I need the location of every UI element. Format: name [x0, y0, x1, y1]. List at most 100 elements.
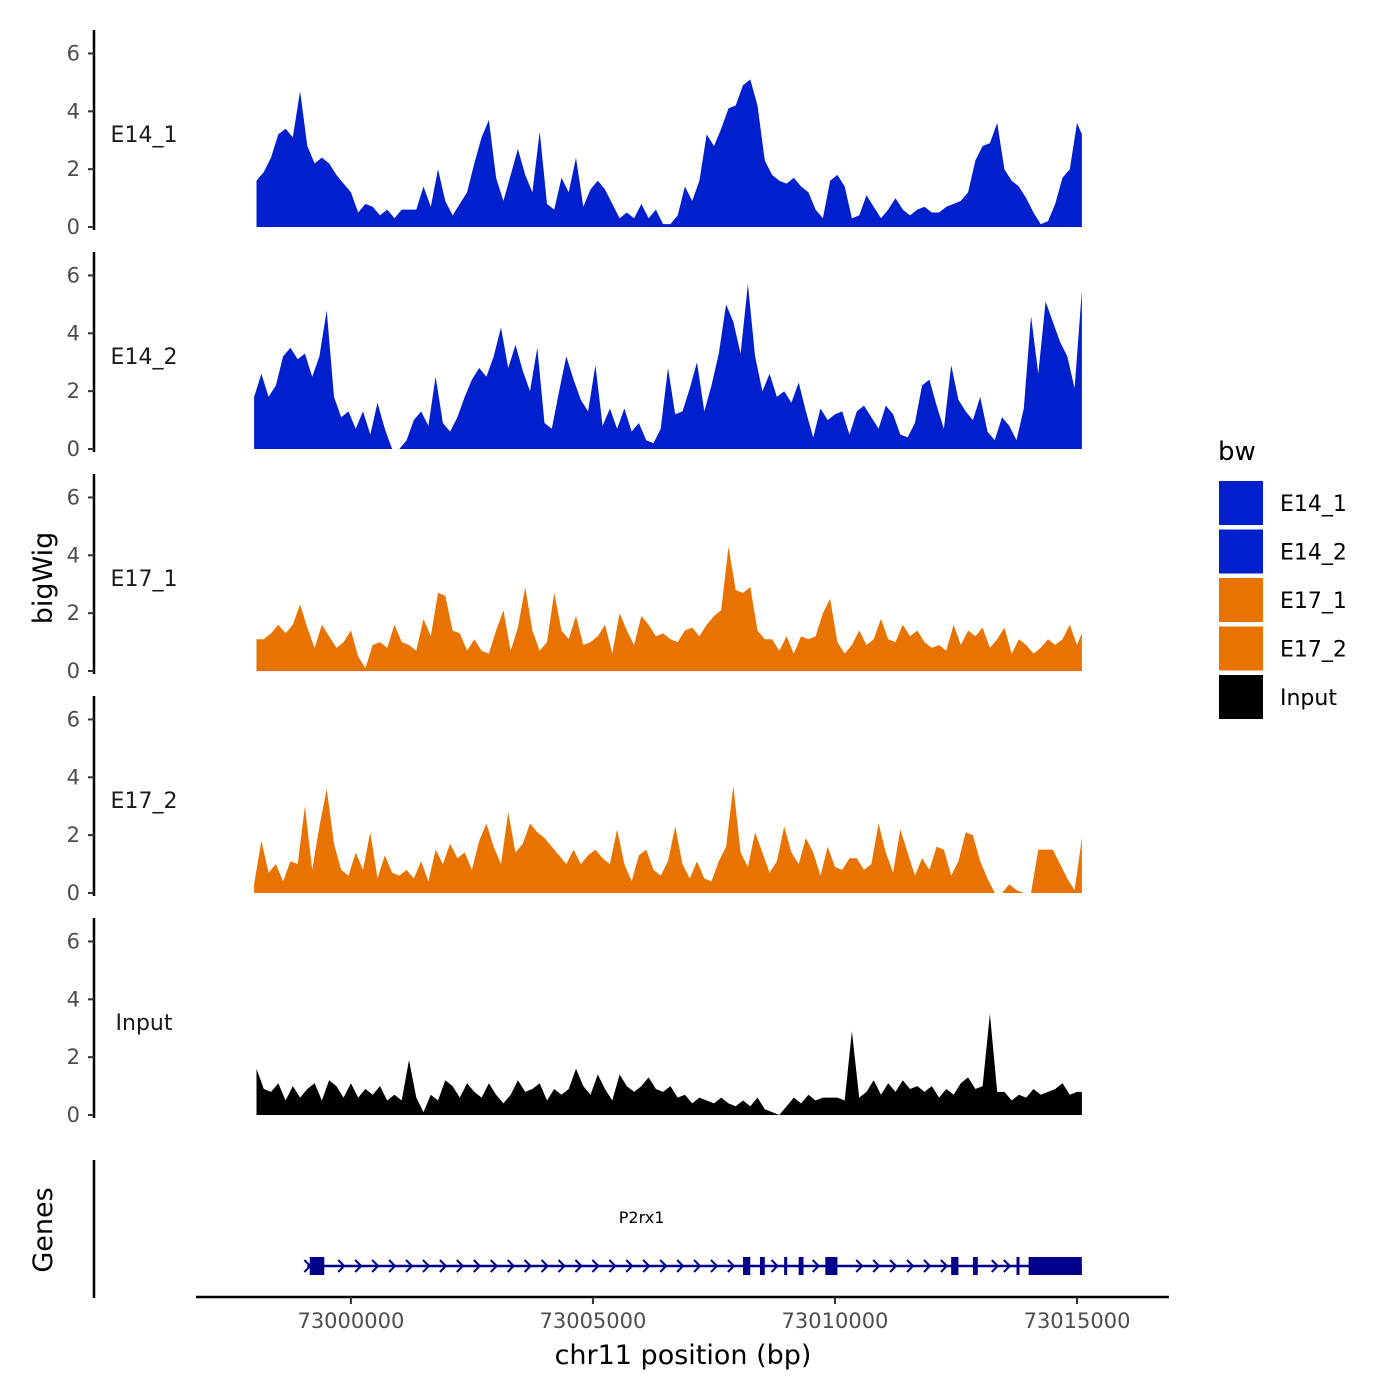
strand-arrow	[770, 1259, 779, 1273]
y-tick-label: 0	[67, 881, 80, 905]
legend-item-E14_1: E14_1	[1217, 479, 1347, 527]
strand-arrow	[889, 1259, 898, 1273]
y-tick-label: 0	[67, 215, 80, 239]
y-tick-label: 2	[67, 379, 80, 403]
area-E14_2	[254, 284, 1082, 449]
area-E17_2	[254, 786, 1082, 893]
strand-arrow	[405, 1259, 414, 1273]
strand-arrow	[456, 1259, 465, 1273]
strand-arrow	[388, 1259, 397, 1273]
strand-arrow	[710, 1259, 719, 1273]
y-tick-label: 2	[67, 823, 80, 847]
legend-swatch	[1217, 624, 1265, 673]
strand-arrow	[872, 1259, 881, 1273]
track-label: E17_2	[111, 789, 178, 814]
track-label: E17_1	[111, 567, 178, 592]
x-tick-label: 73000000	[297, 1309, 404, 1333]
legend-item-Input: Input	[1217, 673, 1337, 721]
gene-exon	[784, 1257, 788, 1275]
y-tick-label: 6	[67, 41, 80, 65]
track-E17_1: 0 2 4 6 E17_1	[67, 474, 1082, 683]
legend-item-E17_2: E17_2	[1217, 624, 1347, 673]
x-tick-label: 73010000	[782, 1309, 889, 1333]
strand-arrow	[642, 1259, 651, 1273]
strand-arrow	[855, 1259, 864, 1273]
x-axis: 73000000 73005000 73010000 73015000	[196, 1295, 1169, 1333]
y-axis-title: bigWig	[28, 532, 59, 625]
gene-exon	[825, 1257, 838, 1275]
y-tick-label: 6	[67, 929, 80, 953]
y-tick-label: 2	[67, 1045, 80, 1069]
track-label: Input	[116, 1011, 173, 1036]
x-tick-label: 73005000	[539, 1309, 646, 1333]
gene-exon	[951, 1257, 959, 1275]
x-axis-title: chr11 position (bp)	[555, 1340, 812, 1371]
x-tick-label: 73015000	[1024, 1309, 1131, 1333]
genes-axis-title: Genes	[28, 1187, 59, 1272]
strand-arrow	[422, 1259, 431, 1273]
strand-arrow	[506, 1259, 516, 1273]
strand-arrow	[473, 1259, 482, 1273]
strand-arrow	[354, 1259, 363, 1273]
strand-arrow	[693, 1259, 702, 1273]
legend-swatch	[1217, 527, 1265, 576]
strand-arrow	[523, 1259, 533, 1273]
strand-arrow	[540, 1259, 549, 1273]
y-tick-label: 4	[67, 987, 80, 1011]
gene-exon	[759, 1257, 765, 1275]
y-tick-label: 0	[67, 437, 80, 461]
legend-label: E14_1	[1280, 492, 1347, 517]
strand-arrow	[490, 1259, 499, 1273]
y-tick-label: 4	[67, 321, 80, 345]
legend-item-E17_1: E17_1	[1217, 576, 1347, 624]
legend-label: E17_2	[1280, 638, 1347, 663]
strand-arrow	[1003, 1259, 1012, 1273]
strand-arrow	[659, 1259, 668, 1273]
y-tick-label: 4	[67, 543, 80, 567]
y-tick-label: 6	[67, 707, 80, 731]
track-E17_2: 0 2 4 6 E17_2	[67, 696, 1082, 905]
y-tick-label: 4	[67, 99, 80, 123]
track-label: E14_1	[111, 123, 178, 148]
strand-arrow	[371, 1259, 380, 1273]
area-Input	[256, 1013, 1082, 1115]
strand-arrow	[923, 1259, 932, 1273]
track-Input: 0 2 4 6 Input	[67, 918, 1082, 1127]
y-tick-label: 2	[67, 601, 80, 625]
legend-swatch	[1217, 673, 1265, 721]
gene-label: P2rx1	[619, 1208, 665, 1227]
strand-arrow	[557, 1259, 566, 1273]
strand-arrow	[625, 1259, 634, 1273]
gene-exon	[309, 1257, 325, 1275]
legend-swatch	[1217, 479, 1265, 527]
strand-arrow	[608, 1259, 617, 1273]
area-E17_1	[256, 546, 1082, 671]
strand-arrow	[337, 1259, 346, 1273]
gene-exon	[1028, 1257, 1082, 1275]
legend-swatch	[1217, 576, 1265, 624]
y-tick-label: 6	[67, 263, 80, 287]
bigwig-tracks: 0 2 4 6 E14_1 0 2 4 6 E14_2 0 2 4 6 E17_1 0 2 4 6 E17_2 0 2 4 6…	[67, 30, 1082, 1127]
track-E14_1: 0 2 4 6 E14_1	[67, 30, 1082, 239]
legend-title: bw	[1218, 437, 1256, 467]
track-label: E14_2	[111, 345, 178, 370]
legend-label: E17_1	[1280, 589, 1347, 614]
area-E14_1	[256, 79, 1082, 227]
legend-label: E14_2	[1280, 541, 1347, 566]
gene-track: P2rx1	[92, 1160, 1082, 1298]
y-tick-label: 4	[67, 765, 80, 789]
strand-arrow	[676, 1259, 685, 1273]
strand-arrow	[591, 1259, 600, 1273]
legend-item-E14_2: E14_2	[1217, 527, 1347, 576]
legend-label: Input	[1280, 686, 1337, 711]
strand-arrow	[574, 1259, 583, 1273]
gene-exon	[1016, 1257, 1020, 1275]
y-tick-label: 0	[67, 1103, 80, 1127]
strand-arrow	[991, 1259, 1000, 1273]
strand-arrow	[906, 1259, 915, 1273]
legend: bw E14_1 E14_2 E17_1 E17_2 Input	[1217, 437, 1347, 721]
strand-arrow	[727, 1259, 736, 1273]
y-tick-label: 2	[67, 157, 80, 181]
strand-arrow	[940, 1259, 949, 1273]
